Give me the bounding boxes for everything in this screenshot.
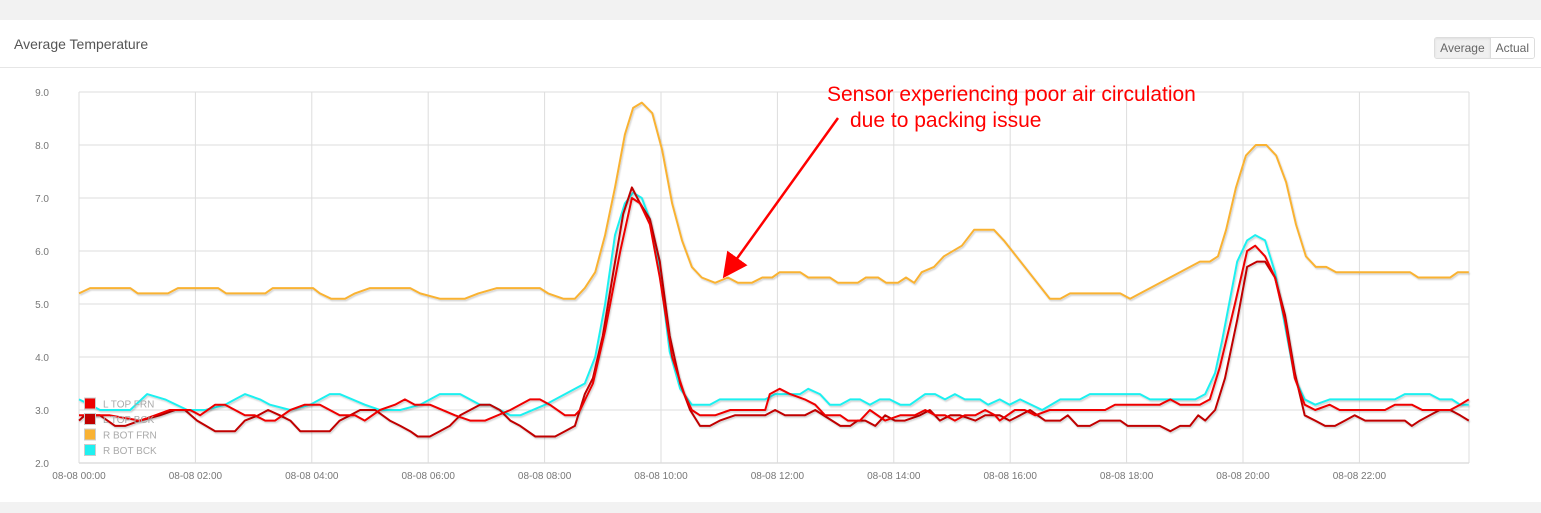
series-line-l-top-frn bbox=[79, 197, 1470, 422]
x-tick-label: 08-08 20:00 bbox=[1216, 471, 1270, 482]
x-tick-label: 08-08 22:00 bbox=[1333, 471, 1387, 482]
x-tick-label: 08-08 06:00 bbox=[402, 471, 456, 482]
series-line-r-bot-bck bbox=[78, 191, 1469, 417]
actual-button[interactable]: Actual bbox=[1490, 38, 1534, 58]
x-tick-label: 08-08 00:00 bbox=[52, 471, 106, 482]
average-button[interactable]: Average bbox=[1435, 38, 1491, 58]
chart-card: Average Temperature Average Actual bbox=[0, 20, 1541, 502]
x-tick-label: 08-08 16:00 bbox=[984, 471, 1038, 482]
annotation-arrow bbox=[722, 117, 840, 279]
x-tick-label: 08-08 14:00 bbox=[867, 471, 921, 482]
x-tick-label: 08-08 02:00 bbox=[169, 471, 223, 482]
y-tick-label: 8.0 bbox=[35, 141, 49, 152]
y-tick-label: 4.0 bbox=[35, 353, 49, 364]
series-line-l-top-bck bbox=[78, 186, 1470, 438]
card-header: Average Temperature Average Actual bbox=[0, 20, 1541, 68]
y-tick-label: 2.0 bbox=[35, 459, 49, 470]
y-tick-label: 9.0 bbox=[35, 88, 49, 99]
y-tick-label: 3.0 bbox=[35, 406, 49, 417]
x-tick-label: 08-08 04:00 bbox=[285, 471, 339, 482]
series-line-r-bot-frn bbox=[78, 101, 1469, 300]
legend-label: R BOT BCK bbox=[103, 446, 157, 457]
legend-label: L TOP FRN bbox=[103, 400, 154, 411]
x-tick-label: 08-08 18:00 bbox=[1100, 471, 1154, 482]
legend-swatch bbox=[84, 397, 96, 410]
annotation-text-line1: Sensor experiencing poor air circulation bbox=[827, 83, 1196, 106]
legend-swatch bbox=[84, 413, 96, 425]
y-tick-label: 7.0 bbox=[35, 194, 49, 205]
chart-title: Average Temperature bbox=[14, 36, 149, 52]
y-tick-label: 6.0 bbox=[35, 247, 49, 258]
x-tick-label: 08-08 08:00 bbox=[518, 471, 572, 482]
x-tick-label: 08-08 12:00 bbox=[751, 471, 805, 482]
legend-label: R BOT FRN bbox=[103, 431, 157, 442]
x-tick-label: 08-08 10:00 bbox=[634, 471, 688, 482]
annotation-text-line2: due to packing issue bbox=[850, 109, 1041, 132]
view-toggle: Average Actual bbox=[1434, 37, 1535, 59]
legend-swatch bbox=[84, 444, 96, 456]
y-tick-label: 5.0 bbox=[35, 300, 49, 311]
legend-swatch bbox=[84, 428, 96, 441]
legend-label: L TOP BCK bbox=[103, 415, 155, 426]
